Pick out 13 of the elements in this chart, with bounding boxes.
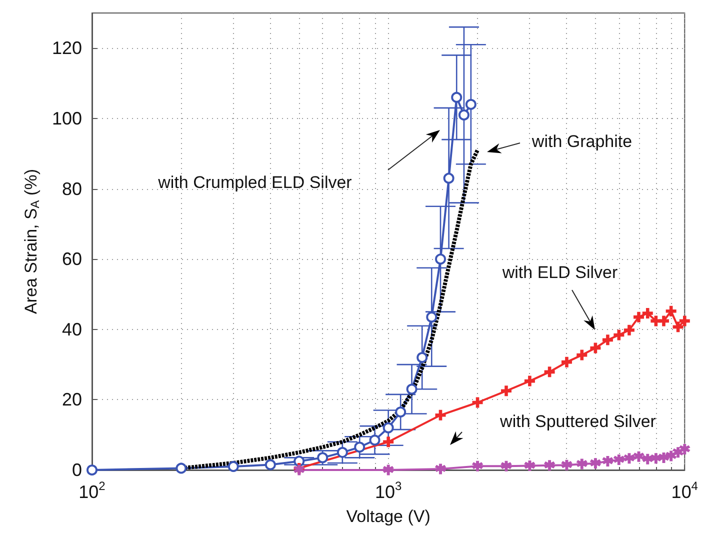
y-tick-label: 120: [52, 38, 82, 58]
annotation: with Graphite: [532, 132, 632, 152]
annotation: with Sputtered Silver: [500, 412, 656, 432]
y-tick-label: 0: [72, 460, 82, 480]
y-tick-label: 20: [62, 390, 82, 410]
x-axis-title: Voltage (V): [346, 507, 430, 526]
annotation: with ELD Silver: [502, 263, 618, 283]
annotation: with Crumpled ELD Silver: [158, 173, 352, 193]
y-tick-label: 100: [52, 108, 82, 128]
y-tick-label: 60: [62, 249, 82, 270]
y-axis-title: Area Strain, SA (%): [22, 169, 42, 314]
y-tick-label: 80: [62, 178, 82, 199]
y-tick-label: 40: [62, 319, 82, 340]
